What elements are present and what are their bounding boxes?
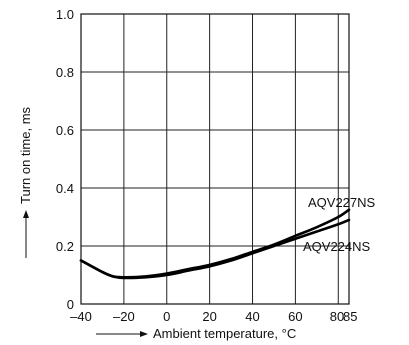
x-axis-arrow-head <box>140 331 148 337</box>
y-axis-label: Turn on time, ms <box>18 106 33 204</box>
x-tick-label: –40 <box>70 309 92 324</box>
x-tick-label: 0 <box>163 309 170 324</box>
y-tick-label: 0.4 <box>56 181 74 196</box>
x-tick-label: –20 <box>113 309 135 324</box>
y-axis-label-group: Turn on time, ms <box>18 106 33 258</box>
series-label-aqv227ns: AQV227NS <box>308 195 376 210</box>
x-axis-label-group: Ambient temperature, °C <box>96 326 296 341</box>
x-tick-label: 40 <box>245 309 259 324</box>
y-tick-label: 0.2 <box>56 239 74 254</box>
x-axis-label: Ambient temperature, °C <box>153 326 296 341</box>
series-line-aqv224ns <box>79 218 351 280</box>
plot-frame <box>80 13 350 305</box>
y-tick-labels: 0 0.2 0.4 0.6 0.8 1.0 <box>56 7 74 312</box>
y-tick-label: 1.0 <box>56 7 74 22</box>
series-label-aqv224ns: AQV224NS <box>303 239 371 254</box>
y-axis-arrow-head <box>23 210 29 218</box>
x-tick-label: 60 <box>288 309 302 324</box>
y-tick-label: 0 <box>67 297 74 312</box>
series-lines <box>79 208 351 280</box>
grid <box>80 13 350 305</box>
y-tick-label: 0.8 <box>56 65 74 80</box>
x-tick-label: 20 <box>202 309 216 324</box>
x-tick-label: 85 <box>343 309 357 324</box>
x-tick-label: 80 <box>330 309 344 324</box>
plot-border <box>80 13 350 305</box>
y-tick-label: 0.6 <box>56 123 74 138</box>
